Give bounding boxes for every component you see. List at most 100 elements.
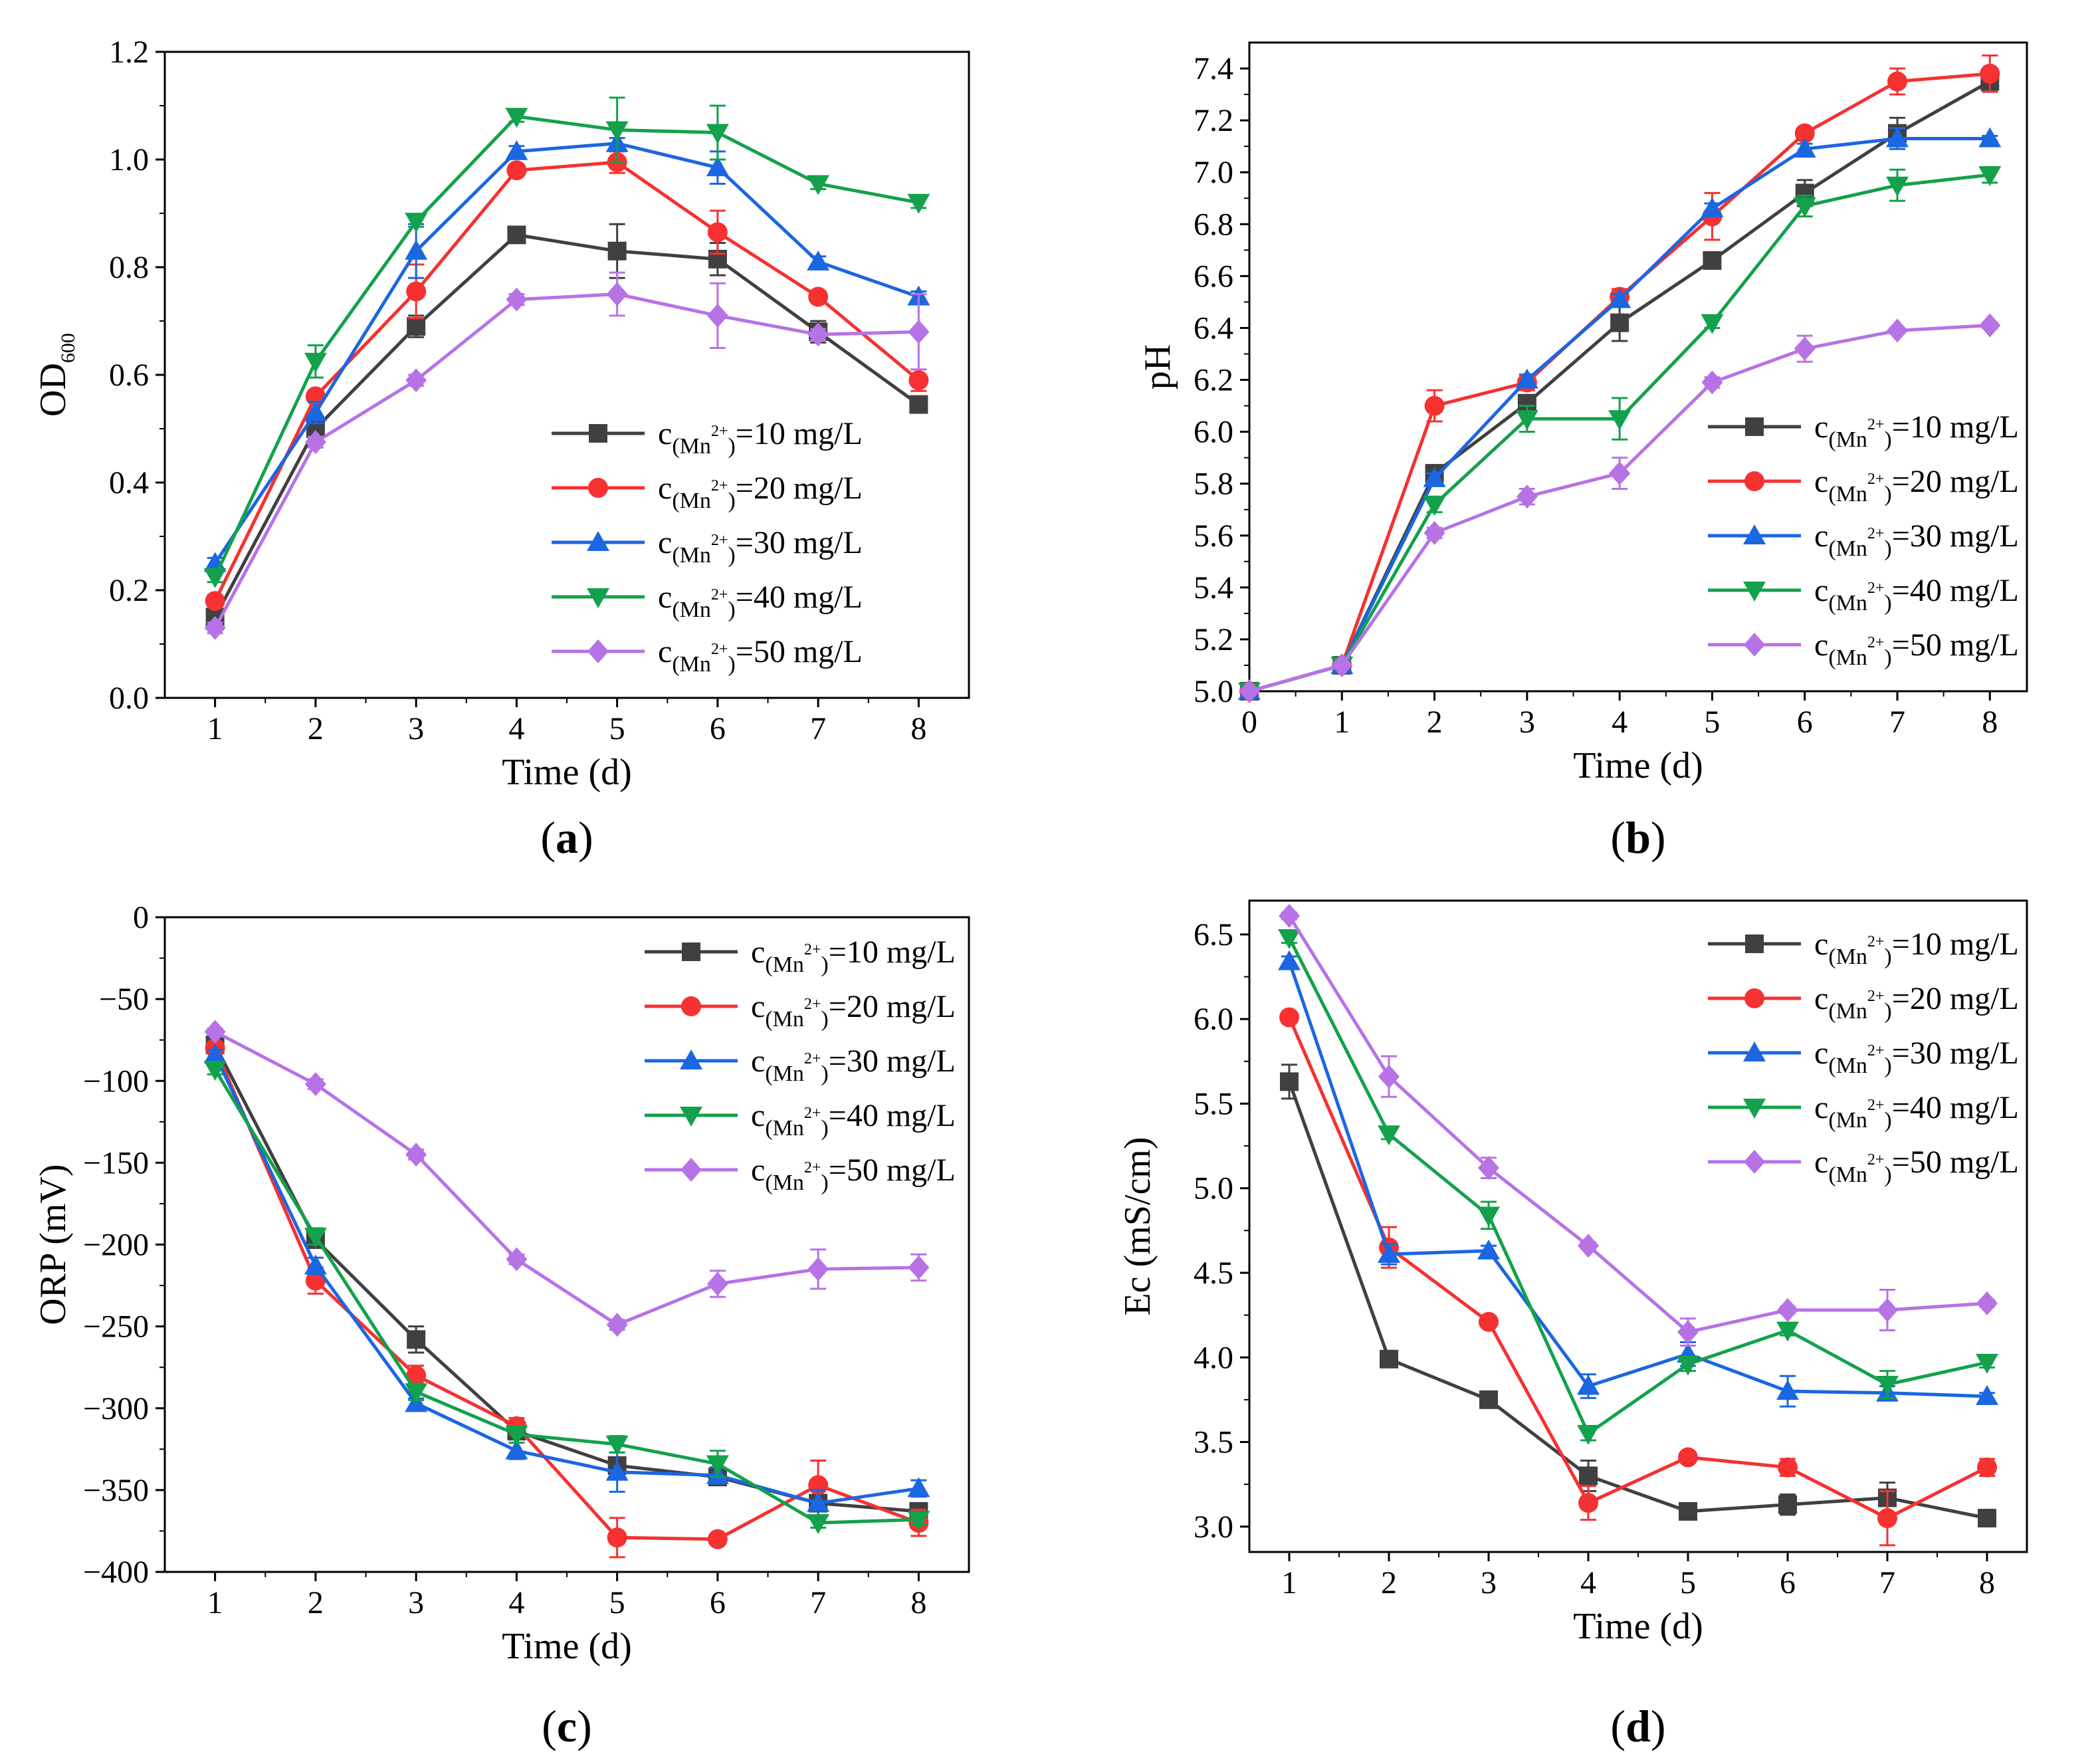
- data-point: [807, 1257, 829, 1281]
- legend-prefix: c: [1814, 409, 1828, 445]
- legend-marker: [681, 996, 701, 1016]
- series-5: [204, 271, 930, 640]
- data-point: [1608, 288, 1631, 308]
- legend-prefix: c: [658, 580, 672, 615]
- data-point: [1423, 467, 1446, 487]
- data-point: [405, 368, 427, 393]
- legend-marker: [681, 1158, 702, 1182]
- data-point: [1978, 166, 2002, 187]
- legend-subscript: (Mn: [1828, 645, 1867, 670]
- data-point: [1578, 1493, 1598, 1513]
- legend-marker: [587, 588, 609, 608]
- legend-marker: [587, 639, 609, 663]
- legend-label: c(Mn2+)=40 mg/L: [658, 580, 863, 622]
- legend-superscript: 2+: [804, 1159, 821, 1176]
- data-point: [506, 287, 528, 312]
- y-tick-label: 6.2: [1194, 363, 1233, 398]
- legend-subscript-close: ): [821, 1116, 828, 1141]
- y-tick-label: −300: [83, 1391, 149, 1426]
- legend-value: =10 mg/L: [1892, 927, 2019, 962]
- x-tick-label: 4: [1612, 705, 1628, 740]
- data-point: [1701, 197, 1724, 217]
- data-point: [304, 1072, 326, 1097]
- legend: c(Mn2+)=10 mg/Lc(Mn2+)=20 mg/Lc(Mn2+)=30…: [1708, 409, 2019, 670]
- y-tick-label: 0.6: [109, 358, 149, 393]
- y-tick-label: 4.5: [1194, 1256, 1233, 1291]
- x-tick-label: 4: [508, 711, 524, 746]
- series-5: [1279, 903, 1998, 1347]
- legend-subscript: (Mn: [672, 434, 711, 459]
- series-4: [203, 1061, 930, 1535]
- legend-marker: [1743, 1042, 1766, 1061]
- legend: c(Mn2+)=10 mg/Lc(Mn2+)=20 mg/Lc(Mn2+)=30…: [552, 416, 863, 677]
- legend-prefix: c: [658, 634, 672, 669]
- x-tick-label: 1: [1334, 705, 1350, 740]
- legend-prefix: c: [1814, 573, 1828, 608]
- data-point: [1331, 653, 1353, 677]
- legend-marker: [1744, 633, 1765, 657]
- x-tick-label: 2: [308, 1585, 324, 1620]
- legend-subscript-close: ): [728, 598, 735, 622]
- legend-label: c(Mn2+)=30 mg/L: [1814, 1036, 2019, 1078]
- panel-letter: b: [1626, 812, 1651, 863]
- legend-prefix: c: [1814, 981, 1828, 1016]
- y-tick-label: 6.0: [1194, 415, 1233, 450]
- data-point: [1793, 138, 1816, 158]
- legend-subscript-close: ): [728, 434, 735, 459]
- data-point: [907, 193, 930, 214]
- x-tick-label: 8: [1979, 1565, 1995, 1600]
- y-tick-label: 5.8: [1194, 467, 1233, 502]
- legend-label: c(Mn2+)=50 mg/L: [1814, 1145, 2019, 1187]
- y-tick-label: −250: [83, 1309, 149, 1345]
- legend-value: =10 mg/L: [736, 416, 863, 451]
- y-tick-label: 1.2: [109, 35, 149, 70]
- panel-letter: a: [556, 812, 578, 863]
- y-tick-label: 6.4: [1194, 310, 1233, 346]
- legend-subscript-close: ): [728, 543, 735, 568]
- x-tick-label: 6: [710, 1585, 726, 1620]
- legend-superscript: 2+: [711, 477, 728, 495]
- legend-subscript-close: ): [1884, 427, 1891, 452]
- y-axis-title-main: ORP (mV): [33, 1164, 74, 1325]
- y-tick-label: 3.0: [1194, 1509, 1233, 1545]
- x-tick-label: 6: [1780, 1565, 1796, 1600]
- y-axis-title: Ec (mS/cm): [1117, 1137, 1158, 1315]
- legend-value: =20 mg/L: [1892, 981, 2019, 1016]
- data-point: [1278, 929, 1301, 949]
- data-point: [607, 241, 627, 261]
- series-line: [213, 142, 920, 564]
- legend-label: c(Mn2+)=50 mg/L: [751, 1153, 956, 1195]
- y-tick-label: 6.6: [1194, 259, 1233, 294]
- data-point: [605, 1460, 629, 1481]
- data-point: [907, 1477, 930, 1497]
- y-tick-label: −350: [83, 1473, 149, 1508]
- series-2: [1279, 1007, 1997, 1547]
- legend-label: c(Mn2+)=10 mg/L: [751, 935, 956, 977]
- x-tick-label: 7: [1889, 705, 1905, 740]
- series-1: [1280, 1063, 1996, 1528]
- data-point: [304, 1254, 327, 1275]
- y-tick-label: 6.5: [1194, 917, 1233, 952]
- legend-marker: [1744, 471, 1764, 491]
- data-point: [1423, 520, 1445, 545]
- legend-label: c(Mn2+)=20 mg/L: [1814, 464, 2019, 506]
- panel-letter: c: [557, 1701, 577, 1751]
- legend-value: =40 mg/L: [736, 580, 863, 615]
- series-line: [1287, 1081, 1988, 1520]
- legend-subscript-close: ): [1884, 944, 1891, 969]
- legend-marker: [587, 531, 609, 551]
- data-point: [1477, 1239, 1500, 1260]
- legend-superscript: 2+: [1867, 1151, 1885, 1168]
- legend-prefix: c: [658, 525, 672, 560]
- x-tick-label: 5: [609, 1585, 625, 1620]
- y-tick-label: 0.8: [109, 250, 149, 285]
- plot-frame: [1248, 41, 2028, 693]
- legend-subscript-close: ): [728, 489, 735, 513]
- y-tick-label: 1.0: [109, 142, 149, 177]
- legend-value: =40 mg/L: [1892, 1090, 2019, 1125]
- x-tick-label: 8: [1982, 705, 1998, 740]
- series-5: [204, 1020, 930, 1337]
- legend-label: c(Mn2+)=10 mg/L: [658, 416, 863, 459]
- y-tick-label: −200: [83, 1228, 149, 1263]
- legend-superscript: 2+: [1867, 988, 1885, 1005]
